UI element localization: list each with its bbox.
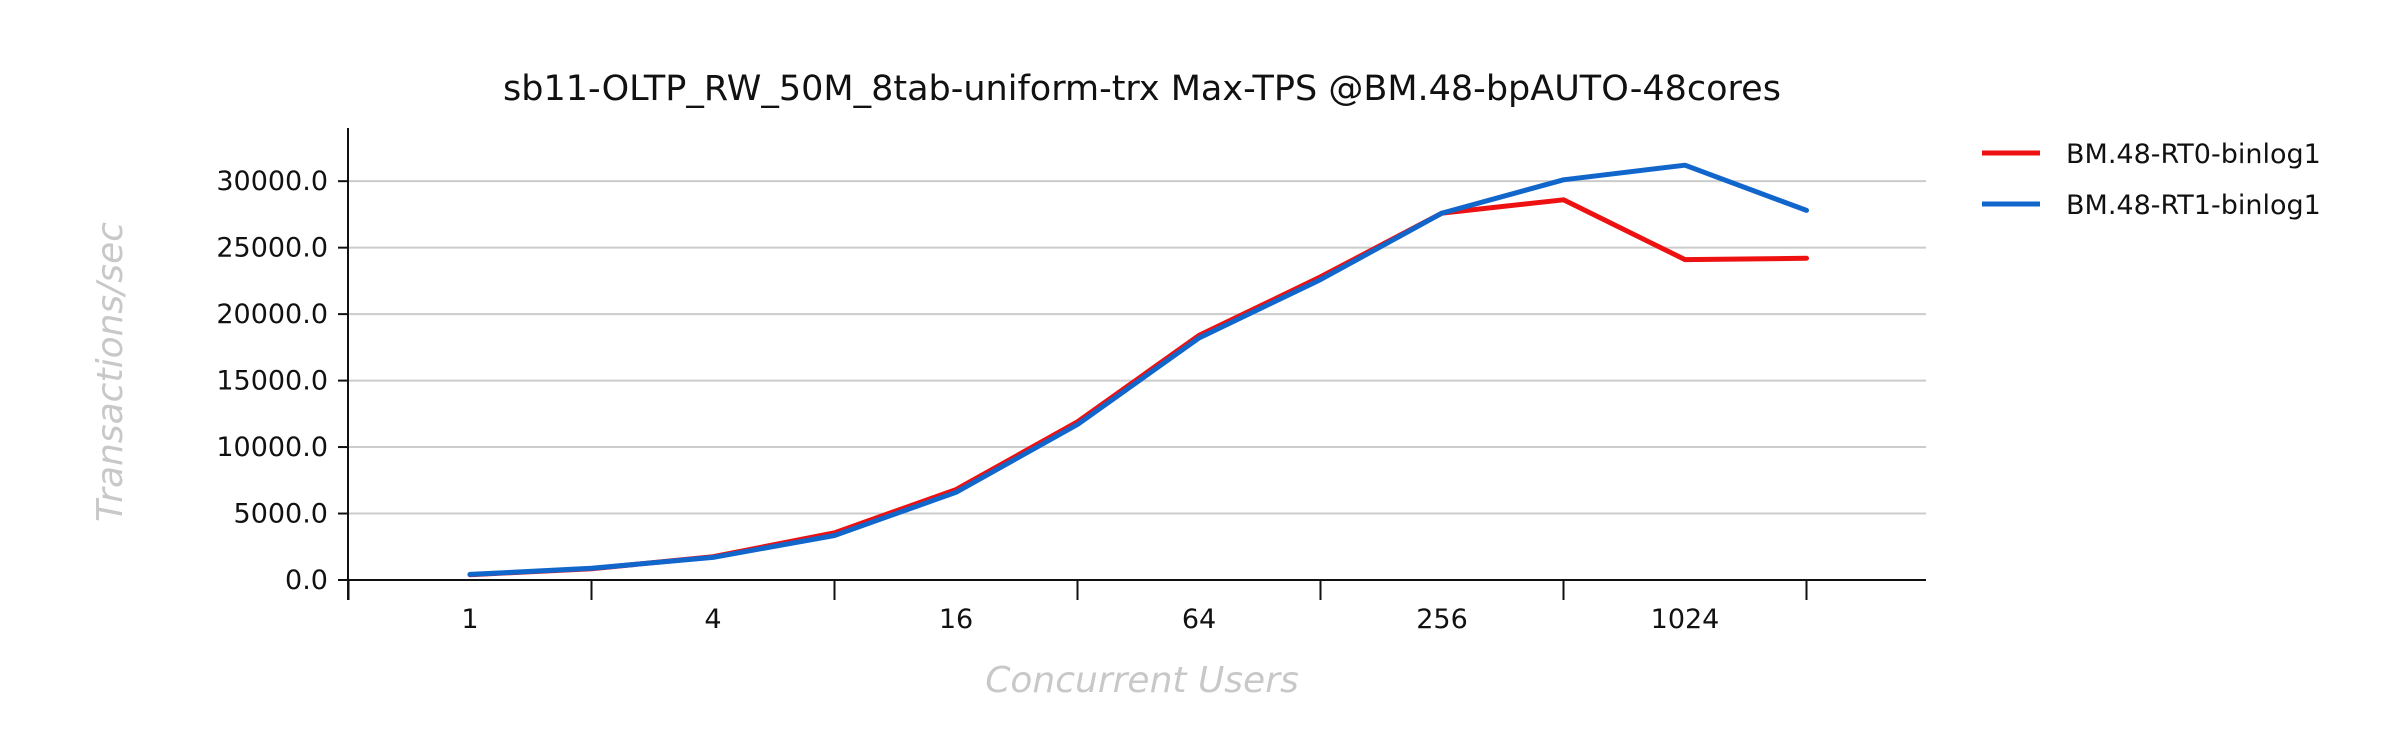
y-tick-label: 10000.0 — [216, 432, 328, 463]
series-lines — [467, 162, 1809, 578]
legend-label: BM.48-RT0-binlog1 — [2066, 139, 2321, 170]
y-tick-label: 30000.0 — [216, 166, 328, 197]
x-tick-label: 1 — [461, 604, 478, 635]
y-tick-label: 5000.0 — [234, 499, 328, 530]
y-tick-label: 0.0 — [285, 565, 328, 596]
y-axis-ticks: 0.0 5000.0 10000.0 15000.0 20000.0 25000.0 300… — [216, 166, 348, 596]
y-tick-label: 15000.0 — [216, 366, 328, 397]
legend-label: BM.48-RT1-binlog1 — [2066, 190, 2321, 221]
x-tick-label: 256 — [1416, 604, 1468, 635]
axes — [347, 128, 1926, 600]
y-tick-label: 20000.0 — [216, 299, 328, 330]
series-line-1 — [467, 197, 1809, 578]
legend: BM.48-RT0-binlog1 BM.48-RT1-binlog1 — [1982, 139, 2321, 221]
y-axis-label: Transactions/sec — [90, 222, 131, 522]
x-tick-label: 1024 — [1651, 604, 1720, 635]
x-axis-ticks: 1 4 16 64 256 1024 — [347, 580, 1808, 635]
x-tick-label: 4 — [704, 604, 721, 635]
gridlines — [348, 180, 1926, 515]
series-line-2 — [467, 162, 1809, 577]
chart-title: sb11-OLTP_RW_50M_8tab-uniform-trx Max-TP… — [503, 69, 1781, 109]
x-tick-label: 64 — [1182, 604, 1216, 635]
x-axis-label: Concurrent Users — [985, 660, 1299, 701]
x-tick-label: 16 — [939, 604, 973, 635]
y-tick-label: 25000.0 — [216, 233, 328, 264]
